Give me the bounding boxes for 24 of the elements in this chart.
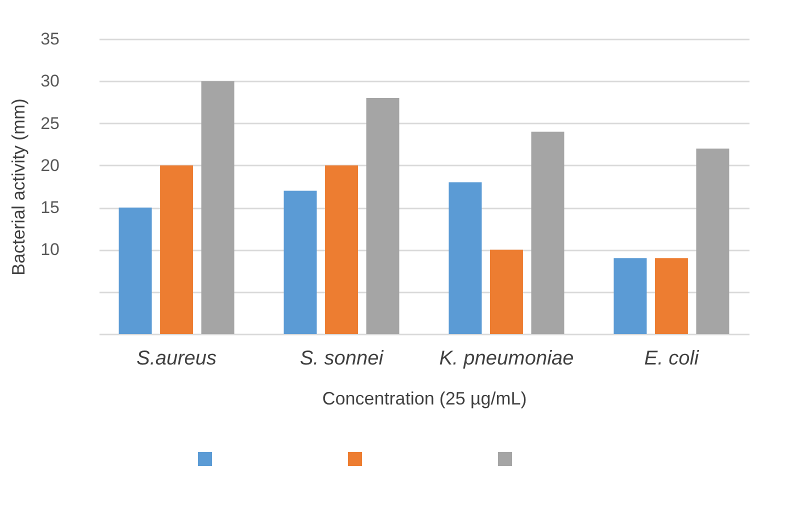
x-tick-label: E. coli bbox=[644, 348, 700, 370]
y-tick-label: 25 bbox=[40, 114, 60, 133]
bar bbox=[654, 258, 688, 334]
y-tick-label: 15 bbox=[40, 198, 60, 218]
bar bbox=[490, 250, 523, 334]
bar bbox=[284, 190, 317, 334]
x-axis-title: Concentration (25 µg/mL) bbox=[322, 388, 527, 408]
x-tick-label: S.aureus bbox=[136, 348, 217, 370]
bar bbox=[366, 98, 400, 334]
bar bbox=[531, 132, 564, 334]
bar bbox=[448, 182, 482, 334]
x-tick-label: S. sonnei bbox=[300, 348, 384, 370]
y-tick-label: 30 bbox=[40, 72, 60, 91]
y-axis-title: Bacterial activity (mm) bbox=[8, 98, 29, 276]
y-tick-label: 10 bbox=[40, 240, 60, 260]
bar bbox=[325, 165, 358, 334]
bar bbox=[160, 165, 194, 334]
bar bbox=[614, 258, 647, 334]
y-tick-label: 20 bbox=[40, 156, 60, 175]
x-tick-label: K. pneumoniae bbox=[439, 348, 574, 370]
y-tick-label: 35 bbox=[40, 30, 60, 48]
bar bbox=[696, 148, 730, 334]
bar bbox=[201, 81, 234, 334]
bar bbox=[118, 208, 152, 334]
